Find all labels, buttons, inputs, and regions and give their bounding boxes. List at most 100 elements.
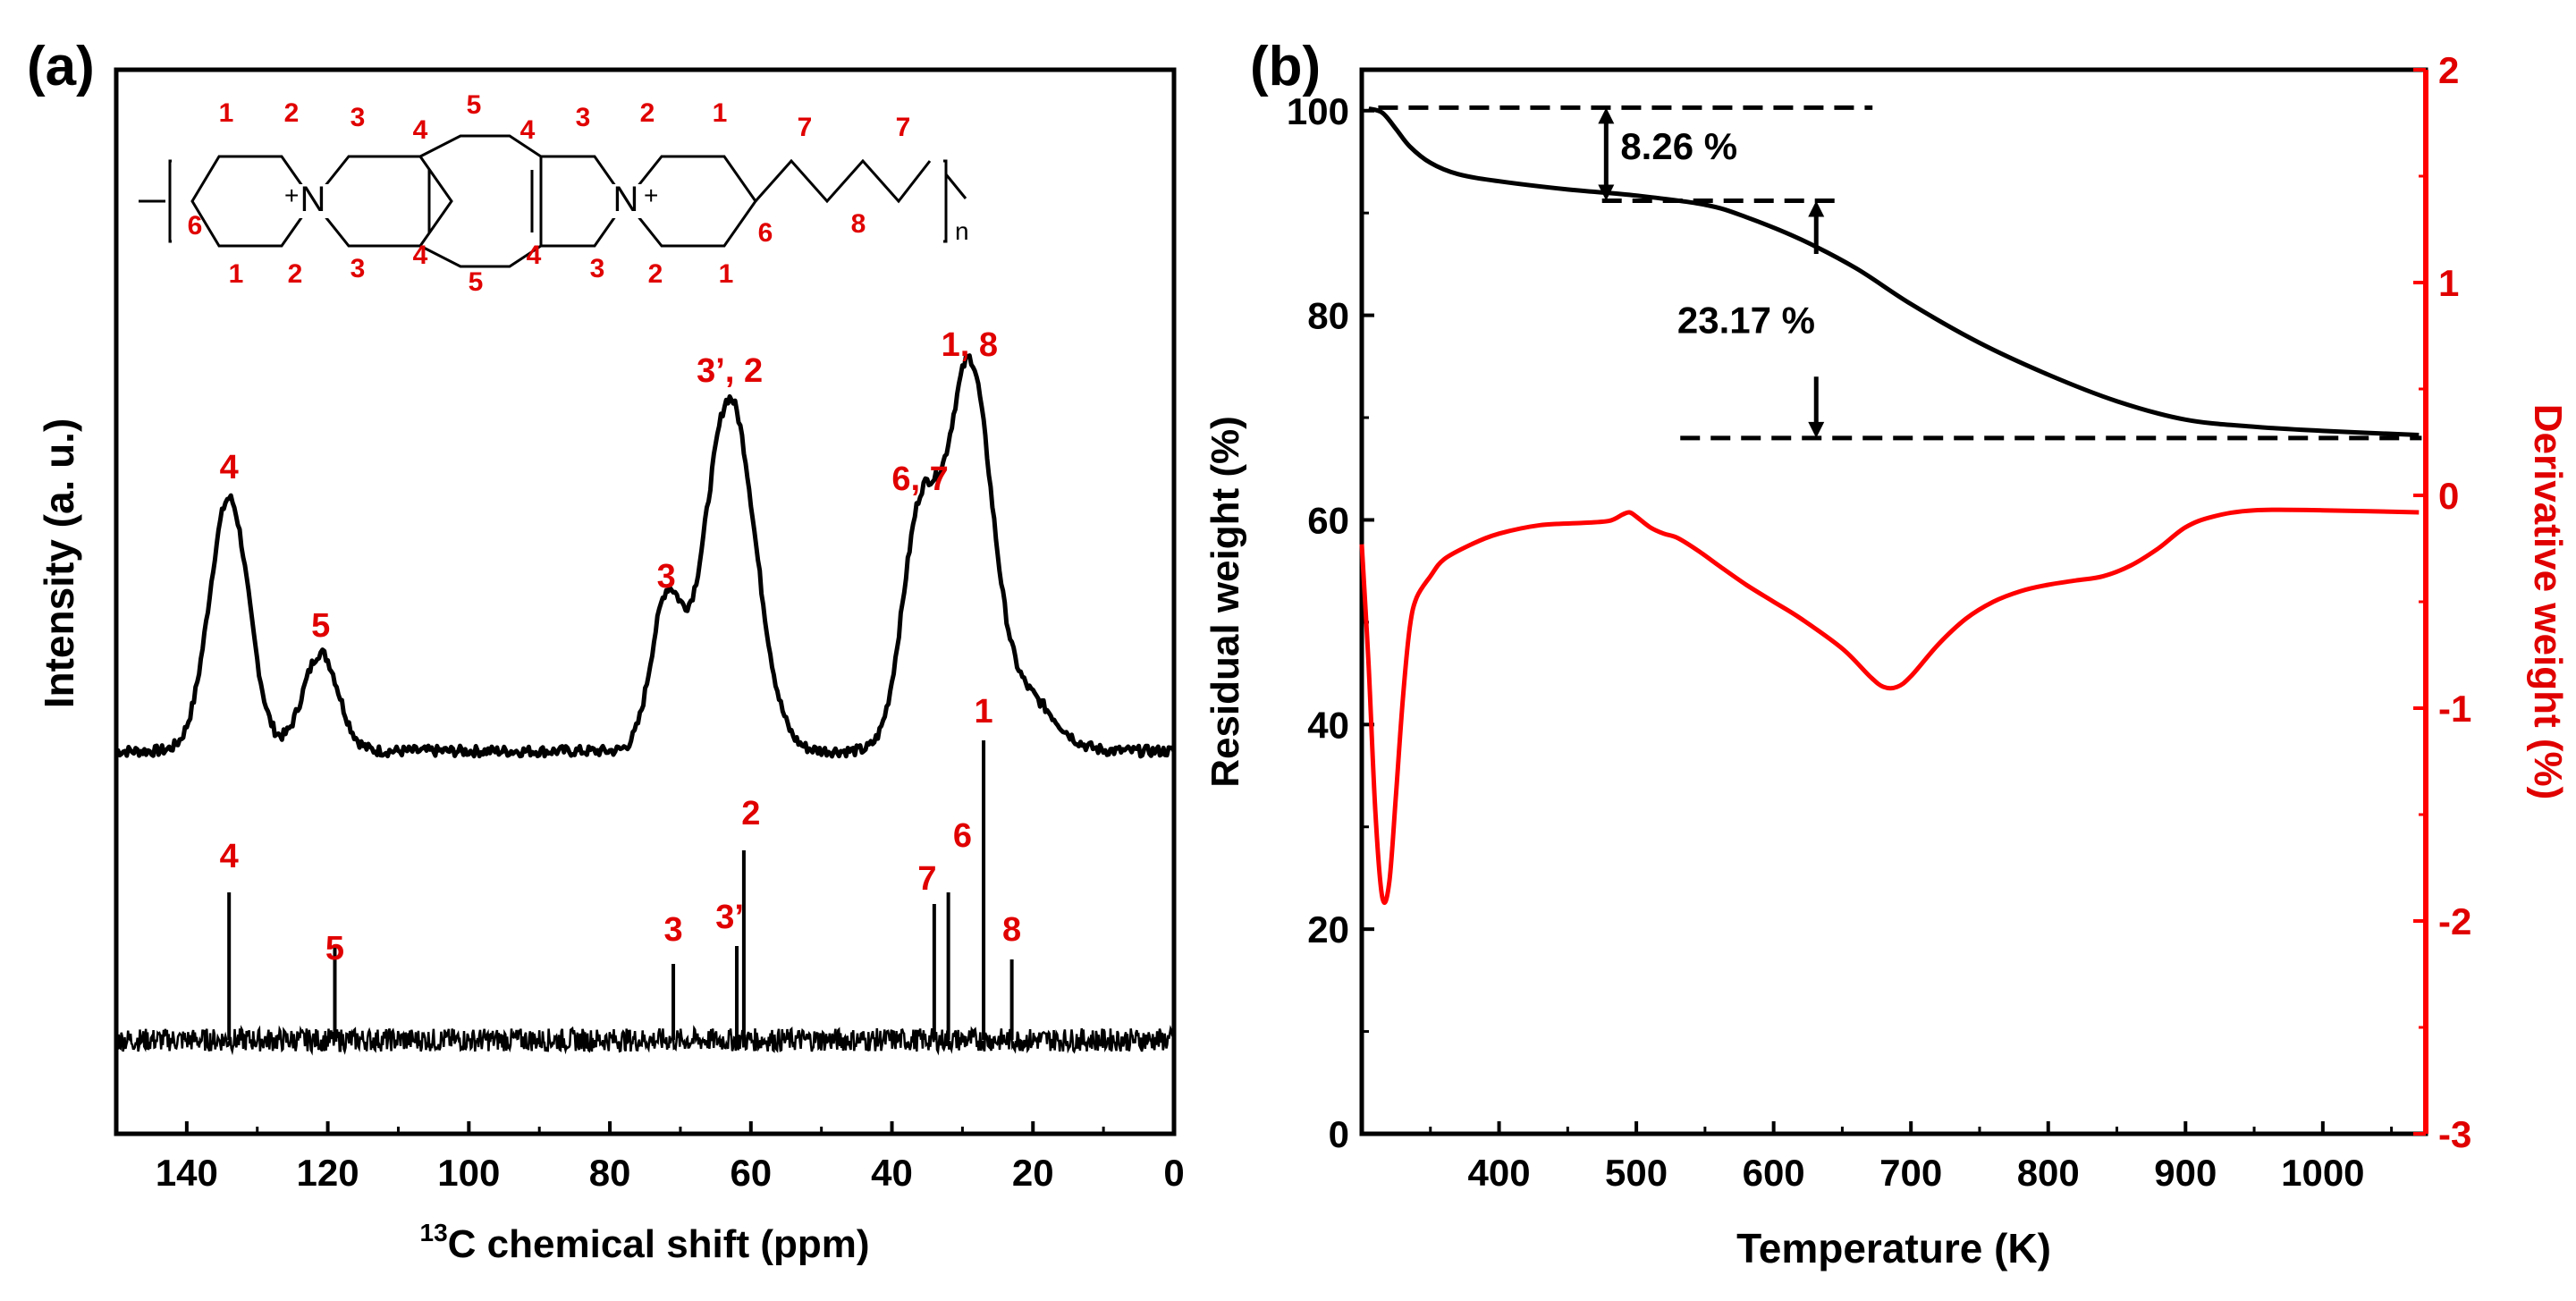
- chemical-structure: [139, 134, 967, 268]
- liquid-peak-label: 2: [741, 795, 760, 832]
- x-tick-label: 120: [297, 1152, 359, 1194]
- x-tick-label: 800: [2017, 1152, 2080, 1194]
- solid-state-spectrum-line: [115, 353, 1177, 759]
- structure-number: 6: [758, 218, 773, 248]
- dtg-derivative-weight-line: [1359, 507, 2420, 905]
- structure-number: 2: [284, 98, 300, 128]
- charge-right: +: [644, 182, 658, 209]
- y-left-tick-label: 60: [1307, 499, 1349, 541]
- solid-peak-label: 1, 8: [942, 326, 998, 364]
- structure-number: 4: [413, 241, 428, 270]
- atom-mask: [610, 184, 642, 218]
- panel-a-spectra: [114, 353, 1177, 1056]
- panel-b: (b) 400 500 600 700 800 900 1000020406080100-3…: [1204, 36, 2570, 1271]
- annotation-first-loss: 8.26 %: [1620, 125, 1737, 167]
- x-tick-label: 900: [2154, 1152, 2217, 1194]
- solid-peak-label: 5: [311, 607, 330, 645]
- solid-peak-label: 6, 7: [891, 460, 948, 498]
- tga-residual-weight-line: [1368, 106, 2420, 437]
- panel-b-plot-frame: [1359, 67, 2428, 1136]
- y-right-tick-label: 1: [2438, 262, 2459, 304]
- structure-number: 1: [229, 259, 244, 289]
- liquid-peak-label: 7: [917, 860, 936, 898]
- x-tick-label: 500: [1605, 1152, 1668, 1194]
- x-tick-label: 140: [156, 1152, 218, 1194]
- liquid-peak-label: 3’: [715, 899, 744, 936]
- panel-a-x-axis-title: 13C chemical shift (ppm): [420, 1219, 870, 1266]
- arrow-second-loss: [1808, 200, 1825, 438]
- structure-number: 1: [719, 259, 734, 289]
- arrow-first-loss: [1598, 107, 1615, 201]
- structure-number: 6: [188, 211, 203, 241]
- solid-peak-label: 3: [657, 558, 676, 596]
- structure-number: 8: [851, 209, 866, 239]
- structure-number: 1: [219, 98, 234, 128]
- liquid-peak-label: 5: [325, 930, 344, 967]
- structure-number: 4: [413, 115, 428, 145]
- liquid-peak-label: 4: [220, 838, 239, 875]
- structure-number: 7: [798, 113, 813, 142]
- y-left-tick-label: 100: [1287, 90, 1349, 132]
- structure-number: 2: [640, 98, 655, 128]
- bracket-left: [168, 159, 172, 243]
- benzene-ring: [419, 134, 543, 268]
- panel-b-axes: 400 500 600 700 800 900 1000020406080100-3-2-1…: [1287, 49, 2471, 1194]
- panel-b-right-axis-title: Derivative weight (%): [2526, 404, 2570, 800]
- panel-a-plot-frame: [114, 67, 1177, 1136]
- structure-number: 1: [713, 98, 728, 128]
- liquid-peak-label: 6: [953, 817, 972, 855]
- x-tick-label: 40: [871, 1152, 913, 1194]
- x-tick-label: 700: [1879, 1152, 1942, 1194]
- liquid-peak-label: 8: [1002, 911, 1021, 949]
- structure-number: 3: [351, 254, 366, 283]
- bracket-right: [943, 159, 948, 243]
- panel-b-left-axis-title: Residual weight (%): [1204, 416, 1247, 788]
- structure-number: 3: [576, 103, 591, 132]
- y-right-tick-label: -2: [2438, 900, 2471, 942]
- y-left-tick-label: 0: [1329, 1113, 1349, 1155]
- panel-b-x-axis-title: Temperature (K): [1736, 1225, 2051, 1271]
- panel-b-label: (b): [1250, 36, 1321, 97]
- structure-number: 4: [527, 241, 542, 270]
- x-tick-label: 400: [1468, 1152, 1531, 1194]
- y-left-tick-label: 80: [1307, 295, 1349, 337]
- panel-a-label: (a): [27, 36, 95, 97]
- y-right-tick-label: 2: [2438, 49, 2459, 91]
- arrow-second-head-up: [1808, 200, 1825, 217]
- x-tick-label: 80: [589, 1152, 631, 1194]
- y-right-tick-label: -1: [2438, 688, 2471, 730]
- x-tick-label: 20: [1012, 1152, 1054, 1194]
- bond-end-right: [944, 173, 967, 199]
- panel-a-y-axis-title: Intensity (a. u.): [36, 418, 82, 709]
- panel-a-peak-labels: 4 5 3 3’, 2 6, 7 1, 8 4 5 3 3’ 2 76 1 8: [220, 326, 1022, 967]
- arrow-first-loss-head-down: [1598, 184, 1615, 201]
- x-tick-label: 600: [1743, 1152, 1805, 1194]
- solid-peak-label: 4: [220, 449, 239, 486]
- y-left-tick-label: 40: [1307, 704, 1349, 746]
- solid-peak-label: 3’, 2: [697, 352, 763, 390]
- x-tick-label: 60: [730, 1152, 772, 1194]
- y-right-tick-label: 0: [2438, 475, 2459, 517]
- liquid-peak-label: 3: [663, 911, 682, 949]
- structure-number: 4: [520, 115, 536, 145]
- nitrogen-atom: N: [300, 180, 326, 219]
- panel-b-annotations: 8.26 % 23.17 %: [1378, 105, 2422, 441]
- nitrogen-atom: N: [613, 180, 639, 219]
- arrow-second-head-down: [1808, 421, 1825, 438]
- x-tick-label: 100: [437, 1152, 500, 1194]
- structure-number: 2: [288, 259, 303, 289]
- structure-number: 2: [648, 259, 663, 289]
- panel-b-series: [1359, 106, 2420, 905]
- x-title-superscript: 13: [420, 1219, 448, 1246]
- structure-labels: 1 2 3 454 3 2 1 7 71 2 3 454 3 2 16 6 8N N+ +n: [188, 90, 969, 297]
- liquid-peak-label: 1: [974, 693, 992, 731]
- x-tick-label: 1000: [2281, 1152, 2364, 1194]
- x-tick-label: 0: [1163, 1152, 1184, 1194]
- x-title-main: C chemical shift (ppm): [448, 1222, 870, 1266]
- atom-mask: [297, 184, 329, 218]
- structure-number: 3: [590, 254, 605, 283]
- arrow-first-loss-head-up: [1598, 107, 1615, 124]
- annotation-second-loss: 23.17 %: [1677, 299, 1815, 341]
